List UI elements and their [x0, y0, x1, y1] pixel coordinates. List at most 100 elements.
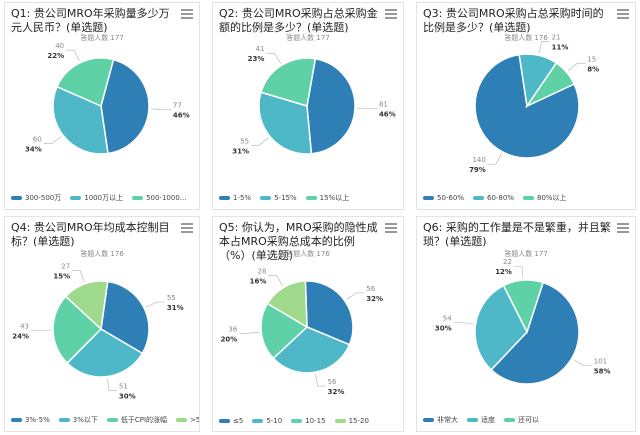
legend-swatch	[252, 419, 264, 423]
slice-count-label: 56	[328, 378, 337, 386]
legend-item[interactable]: >5%	[176, 416, 200, 424]
slice-count-label: 41	[256, 45, 265, 53]
legend-item[interactable]: 10-15	[291, 417, 326, 425]
legend-swatch	[132, 196, 144, 200]
legend-swatch	[473, 196, 484, 200]
respondent-count: 答题人数 176	[80, 250, 124, 258]
legend-item[interactable]: 80%以上	[523, 193, 567, 203]
slice-count-label: 55	[240, 137, 249, 145]
legend-item[interactable]: 还可以	[504, 415, 539, 425]
leader-line	[107, 378, 117, 391]
chart-legend: 3%-5% 3%以下 低于CPI的涨幅 >5%	[11, 415, 200, 425]
respondent-count: 答题人数 176	[286, 250, 330, 258]
leader-line	[453, 322, 474, 325]
legend-item[interactable]: 5-10	[252, 417, 282, 425]
legend-item[interactable]: 500-1000...	[132, 194, 186, 202]
legend-label: ≤5	[233, 417, 244, 425]
legend-item[interactable]: 5-15%	[260, 194, 297, 202]
respondent-count: 答题人数 177	[286, 34, 330, 42]
slice-count-label: 22	[503, 258, 512, 266]
slice-percent-label: 79%	[469, 166, 486, 174]
legend-item[interactable]: 15-20	[334, 417, 369, 425]
legend-item[interactable]: 1000万以上	[70, 193, 123, 203]
legend-item[interactable]: ≤5	[219, 417, 243, 425]
chart-panel-q4: Q4: 贵公司MRO年均成本控制目标？(单选题) 答题人数 176 55 31% 51 3…	[4, 216, 200, 432]
legend-swatch	[11, 418, 22, 422]
pie-chart: 56 32% 56 32% 36 20% 28 16%	[221, 267, 384, 396]
legend-swatch	[305, 196, 317, 200]
legend-swatch	[423, 196, 434, 200]
chart-legend: 50-60% 60-80% 80%以上	[423, 193, 576, 203]
respondent-count: 答题人数 177	[80, 34, 124, 42]
hamburger-menu-icon[interactable]	[181, 9, 193, 19]
slice-count-label: 55	[167, 294, 176, 302]
pie-slice-2	[272, 326, 351, 374]
legend-label: 15-20	[348, 417, 369, 425]
legend-item[interactable]: 60-80%	[473, 194, 514, 202]
slice-count-label: 54	[443, 314, 452, 322]
respondent-count: 答题人数 176	[504, 34, 548, 42]
slice-percent-label: 15%	[53, 273, 70, 281]
legend-item[interactable]: 300-500万	[11, 193, 61, 203]
legend-label: >5%	[190, 416, 200, 424]
slice-count-label: 51	[119, 382, 128, 390]
legend-label: 5-15%	[274, 194, 297, 202]
legend-item[interactable]: 3%以下	[58, 415, 98, 425]
leader-line	[239, 331, 260, 334]
leader-line	[268, 275, 283, 286]
legend-label: 还可以	[518, 416, 539, 424]
leader-line	[145, 301, 165, 308]
leader-line	[487, 153, 502, 165]
legend-label: 5-10	[266, 417, 283, 425]
hamburger-menu-icon[interactable]	[617, 223, 629, 233]
legend-label: 1-5%	[233, 194, 252, 202]
leader-line	[513, 265, 524, 279]
slice-percent-label: 31%	[232, 147, 249, 155]
legend-item[interactable]: 15%以上	[305, 193, 349, 203]
slice-percent-label: 24%	[12, 332, 29, 340]
chart-title: Q5: 你认为，MRO采购的隐性成本占MRO采购总成本的比例（%）(单选题)	[219, 221, 378, 262]
legend-item[interactable]: 3%-5%	[11, 416, 50, 424]
legend-label: 适度	[481, 416, 495, 424]
chart-title: Q3: 贵公司MRO采购占总采购时间的比例是多少？(单选题)	[423, 7, 604, 34]
legend-label: 50-60%	[437, 194, 464, 202]
slice-count-label: 15	[587, 55, 596, 63]
slice-percent-label: 46%	[173, 112, 190, 120]
pie-chart: 140 79% 21 11% 15 8%	[469, 34, 599, 175]
slice-count-label: 36	[228, 325, 237, 333]
legend-item[interactable]: 非常大	[423, 415, 458, 425]
hamburger-menu-icon[interactable]	[385, 9, 397, 19]
legend-item[interactable]: 1-5%	[219, 194, 251, 202]
hamburger-menu-icon[interactable]	[617, 9, 629, 19]
chart-title: Q1: 贵公司MRO年采购量多少万元人民币？(单选题)	[11, 7, 170, 34]
pie-chart: 77 46% 60 34% 40 22%	[25, 42, 190, 155]
legend-swatch	[219, 419, 230, 423]
chart-title: Q2: 贵公司MRO采购占总采购金额的比例是多少？(单选题)	[219, 7, 378, 34]
legend-item[interactable]: 50-60%	[423, 194, 464, 202]
legend-swatch	[504, 418, 515, 422]
pie-chart: 55 31% 51 30% 43 24% 27 15%	[12, 263, 183, 401]
hamburger-menu-icon[interactable]	[385, 223, 397, 233]
leader-line	[573, 359, 592, 367]
legend-swatch	[219, 196, 230, 200]
slice-count-label: 77	[173, 102, 182, 110]
pie-slice-3	[56, 57, 115, 108]
chart-legend: 300-500万 1000万以上 500-1000...	[11, 193, 195, 203]
chart-panel-q5: Q5: 你认为，MRO采购的隐性成本占MRO采购总成本的比例（%）(单选题) 答题…	[212, 216, 404, 432]
legend-item[interactable]: 适度	[467, 415, 495, 425]
slice-percent-label: 12%	[495, 268, 512, 276]
slice-percent-label: 16%	[250, 277, 267, 285]
slice-percent-label: 30%	[119, 392, 136, 400]
legend-item[interactable]: 低于CPI的涨幅	[106, 415, 167, 425]
slice-percent-label: 22%	[47, 52, 64, 60]
legend-label: 10-15	[305, 417, 326, 425]
hamburger-menu-icon[interactable]	[181, 223, 193, 233]
slice-percent-label: 30%	[435, 324, 452, 332]
legend-label: 1000万以上	[84, 194, 124, 202]
respondent-count: 答题人数 177	[504, 250, 548, 258]
leader-line	[315, 374, 326, 387]
chart-panel-q6: Q6: 采购的工作量是不是繁重，并且繁琐？(单选题) 答题人数 177 101 58%…	[416, 216, 636, 432]
leader-line	[150, 108, 171, 110]
slice-percent-label: 34%	[25, 146, 42, 154]
slice-count-label: 28	[258, 267, 267, 275]
